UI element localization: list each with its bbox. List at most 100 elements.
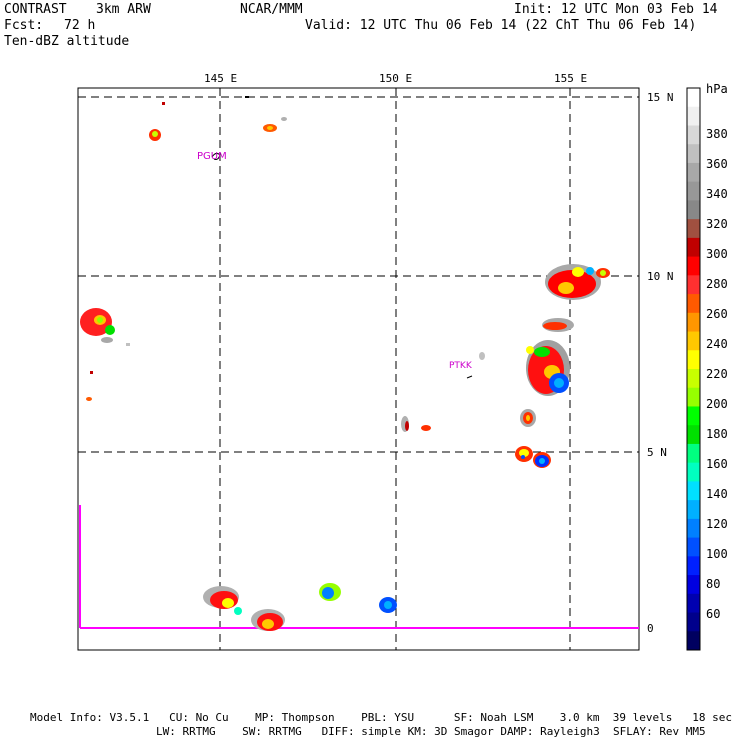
colorbar-swatch: [687, 593, 700, 614]
colorbar-label: 60: [706, 607, 721, 621]
echo-cell: [90, 371, 93, 374]
colorbar-swatch: [687, 518, 700, 539]
echo-cell: [86, 397, 92, 401]
model-name: CONTRAST: [4, 2, 67, 17]
colorbar-label: 120: [706, 517, 728, 531]
colorbar-label: 380: [706, 127, 728, 141]
echo-cell: [526, 415, 530, 421]
echo-cell: [267, 126, 273, 130]
echo-cell: [534, 347, 550, 357]
echo-cell: [421, 425, 431, 431]
colorbar-swatch: [687, 219, 700, 239]
lat-label-5: 5 N: [647, 446, 667, 459]
echo-cell: [234, 607, 242, 615]
colorbar-swatch: [687, 312, 700, 333]
colorbar-swatch: [687, 144, 700, 164]
colorbar-swatch: [687, 106, 700, 126]
colorbar-label: 320: [706, 217, 728, 231]
colorbar-swatch: [687, 350, 700, 370]
lon-label-155: 155 E: [554, 72, 588, 85]
colorbar-label: 140: [706, 487, 728, 501]
colorbar-swatch: [687, 256, 700, 276]
colorbar-label: 100: [706, 547, 728, 561]
colorbar-label: 260: [706, 307, 728, 321]
echo-cell: [222, 598, 234, 608]
echo-cell: [526, 346, 534, 354]
lat-label-15: 15 N: [647, 91, 674, 104]
init-time: Init: 12 UTC Mon 03 Feb 14: [514, 2, 718, 17]
colorbar-swatch: [687, 275, 700, 295]
footer-model-info: Model Info: V3.5.1 CU: No Cu MP: Thompso…: [30, 711, 732, 724]
colorbar-label: 240: [706, 337, 728, 351]
colorbar-swatch: [687, 443, 700, 464]
echo-cell: [543, 322, 567, 330]
chuuk-marker: [466, 375, 473, 379]
reflectivity-cells: [80, 102, 610, 631]
colorbar-swatch: [687, 575, 700, 595]
echo-cell: [519, 449, 529, 457]
echo-cell: [586, 267, 594, 275]
colorbar-label: 360: [706, 157, 728, 171]
colorbar-swatch: [687, 181, 700, 201]
colorbar: [686, 87, 701, 651]
echo-cell: [600, 270, 606, 276]
echo-cell: [572, 267, 584, 277]
lon-label-145: 145 E: [204, 72, 238, 85]
colorbar-frame: [686, 87, 701, 651]
colorbar-swatch: [687, 294, 700, 314]
colorbar-label: 220: [706, 367, 728, 381]
valid-time: Valid: 12 UTC Thu 06 Feb 14 (22 ChT Thu …: [305, 18, 697, 33]
colorbar-swatch: [687, 406, 700, 426]
echo-cell: [554, 378, 564, 388]
colorbar-swatch: [687, 88, 700, 108]
colorbar-label: 180: [706, 427, 728, 441]
colorbar-swatch: [687, 537, 700, 557]
colorbar-swatch: [687, 162, 700, 183]
echo-cell: [162, 102, 165, 105]
colorbar-swatch: [687, 387, 700, 407]
colorbar-swatch: [687, 200, 700, 220]
echo-cell: [539, 458, 545, 464]
echo-cell: [405, 421, 409, 431]
colorbar-swatch: [687, 462, 700, 482]
echo-cell: [152, 131, 158, 137]
forecast-hours: 72 h: [64, 18, 96, 33]
colorbar-swatch: [687, 556, 700, 576]
model-center: NCAR/MMM: [240, 2, 303, 17]
colorbar-swatch: [687, 125, 700, 145]
colorbar-swatch: [687, 369, 700, 389]
footer-physics-info: LW: RRTMG SW: RRTMG DIFF: simple KM: 3D …: [156, 725, 706, 738]
field-name: Ten-dBZ altitude: [4, 34, 130, 49]
model-resolution: 3km ARW: [96, 2, 151, 17]
colorbar-swatch: [687, 481, 700, 501]
colorbar-swatch: [687, 500, 700, 520]
grid-lines: [78, 88, 639, 650]
station-label-pgum: PGUM: [197, 151, 227, 162]
colorbar-swatch: [687, 425, 700, 445]
echo-cell: [101, 337, 113, 343]
lat-label-0: 0: [647, 622, 654, 635]
colorbar-swatch: [687, 331, 700, 351]
lon-label-150: 150 E: [379, 72, 413, 85]
colorbar-label: 200: [706, 397, 728, 411]
echo-cell: [126, 343, 130, 346]
colorbar-swatch: [687, 612, 700, 632]
colorbar-label: 80: [706, 577, 721, 591]
colorbar-label: 280: [706, 277, 728, 291]
echo-cell: [521, 455, 525, 459]
colorbar-label: 160: [706, 457, 728, 471]
colorbar-swatch: [687, 237, 700, 258]
echo-cell: [384, 601, 392, 609]
echo-cell: [105, 325, 115, 335]
echo-cell: [558, 282, 574, 294]
echo-cell: [322, 587, 334, 599]
guam-coastline: [211, 152, 221, 160]
colorbar-label: 300: [706, 247, 728, 261]
forecast-label: Fcst:: [4, 18, 44, 33]
echo-cell: [479, 352, 485, 360]
echo-cell: [97, 317, 103, 323]
echo-cell: [262, 619, 274, 629]
lat-label-10: 10 N: [647, 270, 674, 283]
colorbar-swatch: [687, 631, 700, 651]
